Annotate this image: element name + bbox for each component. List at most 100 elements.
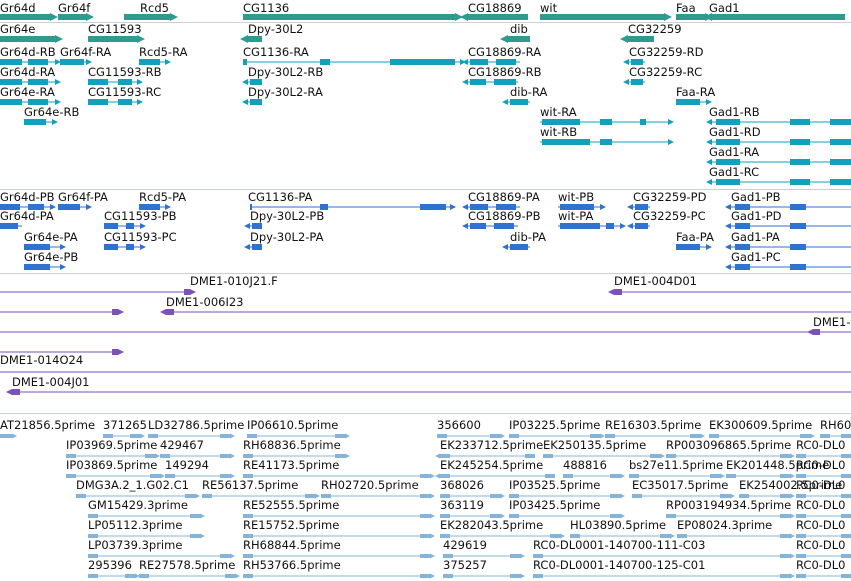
est-block[interactable]	[796, 494, 806, 498]
clone-label[interactable]: DME1-006I23	[166, 295, 244, 309]
protein-exon[interactable]	[560, 223, 600, 229]
protein-exon[interactable]	[735, 204, 750, 210]
transcript-exon[interactable]	[0, 99, 22, 105]
transcript-exon[interactable]	[139, 59, 160, 65]
transcript-label[interactable]: CG18869-RA	[468, 45, 542, 59]
est-block[interactable]	[243, 474, 253, 478]
est-block[interactable]	[420, 514, 430, 518]
est-label[interactable]: IP03525.5prime	[509, 478, 601, 492]
est-label[interactable]: RE27578.5prime	[139, 558, 236, 572]
transcript-label[interactable]: Gad1-RD	[709, 125, 761, 139]
est-label[interactable]: 488816	[563, 458, 607, 472]
transcript-exon[interactable]	[390, 59, 455, 65]
est-block[interactable]	[510, 574, 520, 578]
protein-exon[interactable]	[735, 264, 750, 270]
est-block[interactable]	[220, 434, 230, 438]
protein-exon[interactable]	[420, 204, 446, 210]
protein-label[interactable]: Dpy-30L2-PA	[250, 230, 324, 244]
protein-label[interactable]: CG11593-PB	[104, 209, 177, 223]
protein-exon[interactable]	[790, 264, 806, 270]
gene-label[interactable]: Gr64f	[58, 1, 91, 15]
transcript-exon[interactable]	[88, 99, 108, 105]
clone-exon[interactable]	[813, 329, 820, 335]
est-block[interactable]	[202, 494, 212, 498]
protein-exon[interactable]	[790, 244, 806, 250]
est-label[interactable]: 356600	[437, 418, 481, 432]
transcript-exon[interactable]	[716, 139, 740, 145]
est-label[interactable]: RC0-DL0	[796, 478, 846, 492]
protein-exon[interactable]	[496, 204, 516, 210]
protein-exon[interactable]	[24, 264, 50, 270]
gene-label[interactable]: dib	[510, 22, 528, 36]
gene-label[interactable]: CG32259	[628, 22, 682, 36]
protein-label[interactable]: Gr64e-PA	[24, 230, 78, 244]
transcript-exon[interactable]	[28, 79, 48, 85]
est-block[interactable]	[440, 534, 450, 538]
transcript-exon[interactable]	[716, 179, 740, 185]
est-label[interactable]: GM15429.3prime	[88, 498, 188, 512]
est-label[interactable]: EK250135.5prime	[543, 438, 647, 452]
transcript-label[interactable]: Dpy-30L2-RA	[248, 85, 323, 99]
est-label[interactable]: IP06610.5prime	[247, 418, 339, 432]
transcript-exon[interactable]	[631, 59, 643, 65]
protein-exon[interactable]	[139, 204, 160, 210]
est-label[interactable]: EK233712.5prime	[440, 438, 544, 452]
est-block[interactable]	[550, 534, 560, 538]
est-block[interactable]	[533, 574, 543, 578]
gene-label[interactable]: Gad1	[709, 1, 740, 15]
protein-label[interactable]: Faa-PA	[676, 230, 714, 244]
est-block[interactable]	[243, 534, 253, 538]
est-block[interactable]	[563, 474, 573, 478]
est-block[interactable]	[780, 454, 790, 458]
est-label[interactable]: RC0-DL0	[796, 438, 846, 452]
protein-exon[interactable]	[790, 204, 806, 210]
est-block[interactable]	[247, 434, 257, 438]
est-label[interactable]: IP03969.5prime	[66, 438, 158, 452]
gene-feature-bar[interactable]	[248, 36, 262, 42]
est-label[interactable]: EP08024.3prime	[677, 518, 773, 532]
est-block[interactable]	[780, 534, 790, 538]
est-block[interactable]	[335, 454, 345, 458]
est-block[interactable]	[545, 474, 555, 478]
est-block[interactable]	[160, 454, 170, 458]
transcript-exon[interactable]	[496, 59, 516, 65]
est-block[interactable]	[88, 554, 98, 558]
protein-exon[interactable]	[252, 244, 262, 250]
protein-label[interactable]: CG18869-PB	[468, 209, 541, 223]
est-label[interactable]: RE56137.5prime	[202, 478, 299, 492]
est-block[interactable]	[605, 434, 615, 438]
est-block[interactable]	[139, 574, 149, 578]
est-label[interactable]: RE52555.5prime	[243, 498, 340, 512]
est-block[interactable]	[243, 454, 253, 458]
transcript-exon[interactable]	[631, 79, 643, 85]
est-block[interactable]	[666, 514, 676, 518]
est-block[interactable]	[66, 454, 76, 458]
est-block[interactable]	[780, 514, 790, 518]
est-block[interactable]	[690, 434, 700, 438]
protein-label[interactable]: Gad1-PB	[731, 190, 781, 204]
est-block[interactable]	[780, 554, 790, 558]
protein-exon[interactable]	[635, 223, 648, 229]
protein-exon[interactable]	[735, 244, 750, 250]
protein-exon[interactable]	[104, 244, 118, 250]
est-block[interactable]	[509, 514, 519, 518]
protein-exon[interactable]	[126, 244, 134, 250]
protein-exon[interactable]	[104, 223, 118, 229]
est-label[interactable]: RP003096865.5prime	[666, 438, 792, 452]
est-label[interactable]: RC0-DL0001-140700-125-C01	[533, 558, 706, 572]
protein-label[interactable]: CG32259-PD	[633, 190, 707, 204]
protein-exon[interactable]	[252, 223, 262, 229]
transcript-exon[interactable]	[250, 79, 262, 85]
est-label[interactable]: RH68844.5prime	[243, 538, 341, 552]
transcript-label[interactable]: CG32259-RC	[629, 65, 703, 79]
transcript-exon[interactable]	[790, 139, 810, 145]
est-block[interactable]	[130, 434, 140, 438]
transcript-label[interactable]: Dpy-30L2-RB	[248, 65, 324, 79]
est-label[interactable]: HL03890.5prime	[570, 518, 667, 532]
est-block[interactable]	[490, 494, 500, 498]
protein-exon[interactable]	[320, 204, 328, 210]
transcript-exon[interactable]	[510, 99, 528, 105]
est-block[interactable]	[88, 514, 98, 518]
est-block[interactable]	[610, 514, 620, 518]
protein-exon[interactable]	[0, 223, 18, 229]
